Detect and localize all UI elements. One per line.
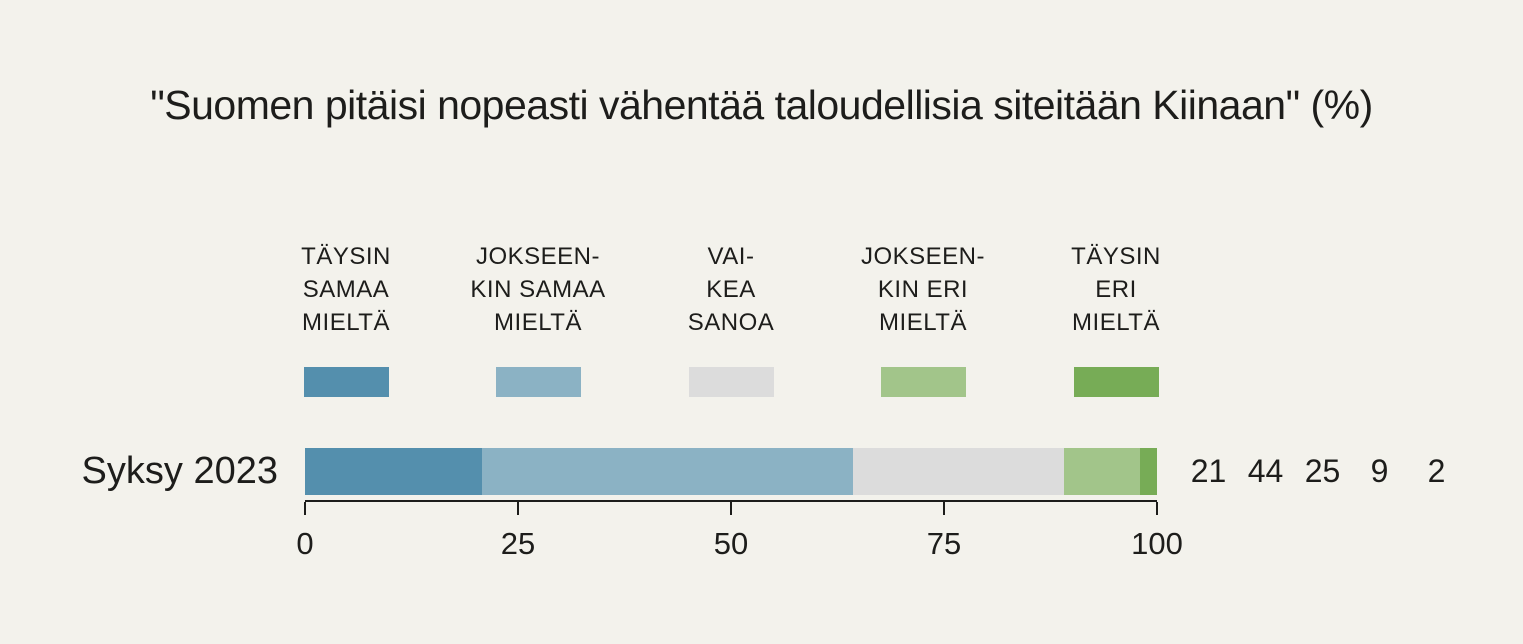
bar-segment-jokseenkin-eri-mielta (1064, 448, 1141, 495)
axis-tick-label: 0 (296, 526, 314, 561)
bar-segment-taysin-samaa-mielta (305, 448, 483, 495)
chart-title: "Suomen pitäisi nopeasti vähentää taloud… (150, 82, 1373, 128)
axis-tick (517, 502, 519, 515)
legend-label: TÄYSIN ERI MIELTÄ (1071, 243, 1161, 336)
axis-tick-label: 100 (1131, 526, 1183, 561)
bar-segment-vaikea-sanoa (853, 448, 1065, 495)
axis-tick (1156, 502, 1158, 515)
legend-swatch (1073, 367, 1159, 397)
legend: TÄYSIN SAMAA MIELTÄ JOKSEEN- KIN SAMAA M… (301, 240, 1160, 400)
legend-item-jokseenkin-eri-mielta: JOKSEEN- KIN ERI MIELTÄ (823, 240, 1023, 397)
value-labels: 21 44 25 9 2 (1180, 448, 1465, 495)
bar-segment-taysin-eri-mielta (1140, 448, 1158, 495)
row-label-syksy-2023: Syksy 2023 (81, 450, 278, 492)
stacked-bar (305, 448, 1158, 495)
axis-tick-label: 25 (500, 526, 536, 561)
legend-item-taysin-samaa-mielta: TÄYSIN SAMAA MIELTÄ (246, 240, 446, 397)
legend-label: JOKSEEN- KIN ERI MIELTÄ (860, 243, 986, 336)
legend-swatch (303, 367, 389, 397)
legend-label: TÄYSIN SAMAA MIELTÄ (301, 243, 391, 336)
value-label: 44 (1247, 453, 1284, 489)
axis-tick (943, 502, 945, 515)
legend-item-taysin-eri-mielta: TÄYSIN ERI MIELTÄ (1016, 240, 1216, 397)
bar-segment-jokseenkin-samaa-mielta (482, 448, 854, 495)
value-label: 9 (1370, 453, 1389, 489)
axis-tick-label: 50 (713, 526, 749, 561)
axis-tick (304, 502, 306, 515)
legend-item-vaikea-sanoa: VAI- KEA SANOA (631, 240, 831, 397)
value-label: 25 (1304, 453, 1341, 489)
legend-label: JOKSEEN- KIN SAMAA MIELTÄ (470, 243, 606, 336)
legend-label: VAI- KEA SANOA (687, 243, 775, 336)
axis-tick-label: 75 (926, 526, 962, 561)
value-label: 2 (1427, 453, 1446, 489)
legend-item-jokseenkin-samaa-mielta: JOKSEEN- KIN SAMAA MIELTÄ (438, 240, 638, 397)
legend-swatch (495, 367, 581, 397)
axis-tick (730, 502, 732, 515)
legend-swatch (880, 367, 966, 397)
legend-swatch (688, 367, 774, 397)
value-label: 21 (1190, 453, 1227, 489)
x-axis: 0 25 50 75 100 (296, 500, 1183, 561)
